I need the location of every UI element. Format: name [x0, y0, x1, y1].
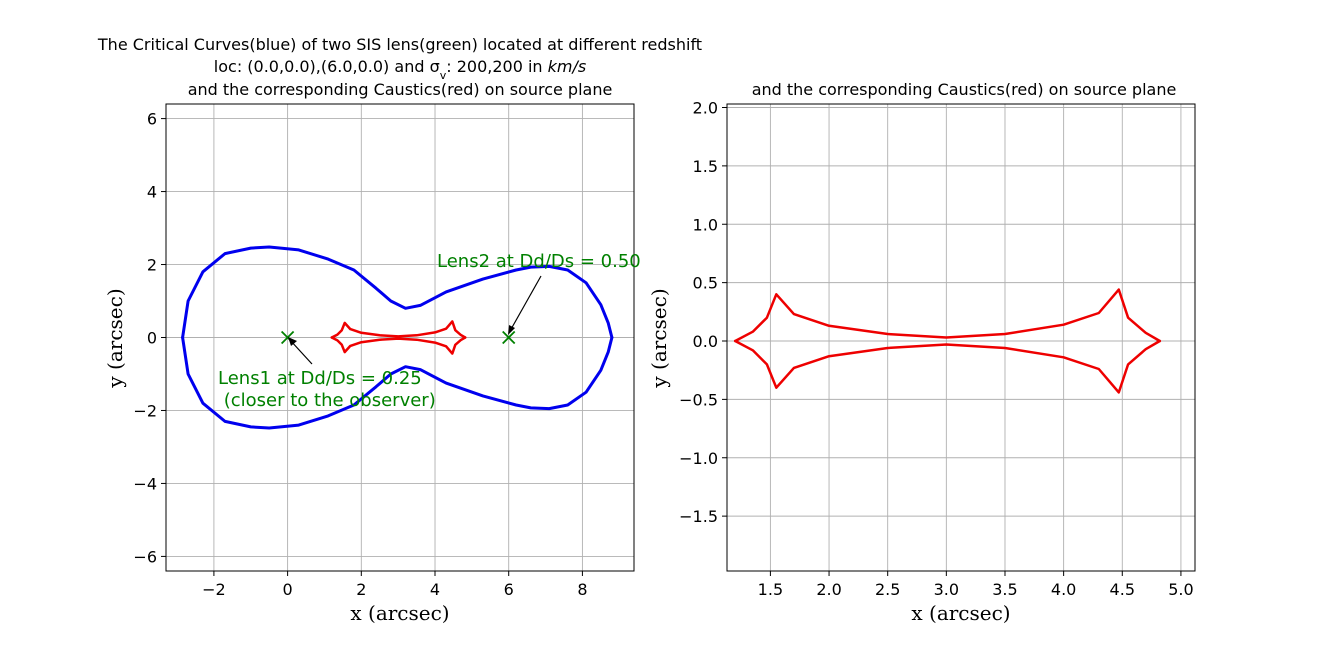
left-ytick-label: 2	[147, 256, 157, 275]
left-xtick-label: 8	[577, 580, 587, 599]
right-ytick-label: −1.0	[679, 449, 718, 468]
left-critical-curve-lower	[181, 336, 614, 430]
left-title-line2-sub: v	[440, 69, 447, 82]
lens2-label: Lens2 at Dd/Ds = 0.50	[437, 251, 641, 272]
right-xtick-label: 3.5	[992, 580, 1017, 599]
right-ytick-label: 0.5	[693, 274, 718, 293]
left-ticks: −2 0 2 4 6 8 −6 −4 −2 0 2 4 6	[133, 110, 587, 599]
left-ytick-label: 0	[147, 329, 157, 348]
left-caustic-lower	[330, 336, 467, 355]
right-grid	[727, 104, 1195, 571]
left-ytick-label: −6	[133, 547, 157, 566]
right-xtick-label: 4.5	[1110, 580, 1135, 599]
right-curves	[733, 288, 1162, 394]
right-ylabel: y (arcsec)	[647, 288, 671, 388]
lens1-arrow	[289, 339, 313, 365]
left-curves	[181, 245, 614, 430]
right-ytick-label: −0.5	[679, 390, 718, 409]
left-xtick-label: −2	[202, 580, 226, 599]
left-xtick-label: 2	[356, 580, 366, 599]
left-critical-curve-upper	[181, 245, 614, 339]
right-ytick-label: 0.0	[693, 332, 718, 351]
left-title-line2-units: km/s	[548, 57, 587, 76]
left-xtick-label: 6	[504, 580, 514, 599]
lens1-arrow-head	[288, 337, 297, 346]
right-caustic-lower	[733, 339, 1162, 394]
right-xtick-label: 3.0	[934, 580, 959, 599]
lens1-label-line2: (closer to the observer)	[218, 390, 436, 411]
left-title-line2: loc: (0.0,0.0),(6.0,0.0) and σv: 200,200…	[214, 57, 586, 82]
left-ytick-label: 4	[147, 183, 157, 202]
left-xtick-label: 0	[283, 580, 293, 599]
right-ytick-label: 2.0	[693, 99, 718, 118]
right-xtick-label: 2.5	[875, 580, 900, 599]
lens1-marker-b	[280, 330, 295, 345]
left-ytick-label: 6	[147, 110, 157, 129]
right-ytick-label: −1.5	[679, 507, 718, 526]
right-xlabel: x (arcsec)	[911, 601, 1010, 625]
right-ytick-label: 1.5	[693, 157, 718, 176]
left-xlabel: x (arcsec)	[350, 601, 449, 625]
right-ticks: 1.5 2.0 2.5 3.0 3.5 4.0 4.5 5.0 −1.5 −1.0 −0.5 0.0 0…	[679, 99, 1194, 599]
left-ytick-label: −2	[133, 401, 157, 420]
right-title: and the corresponding Caustics(red) on s…	[752, 80, 1177, 99]
right-ytick-label: 1.0	[693, 215, 718, 234]
lens2-marker-b	[502, 330, 516, 345]
left-title-line2-suffix: : 200,200 in	[446, 57, 547, 76]
right-xtick-label: 1.5	[758, 580, 783, 599]
right-caustic-upper	[733, 288, 1162, 343]
right-axes-frame	[726, 103, 1196, 572]
right-xtick-label: 4.0	[1051, 580, 1076, 599]
left-xtick-label: 4	[430, 580, 440, 599]
lens1-label: Lens1 at Dd/Ds = 0.25	[218, 368, 422, 389]
left-ytick-label: −4	[133, 474, 157, 493]
left-title-line2-main: loc: (0.0,0.0),(6.0,0.0) and σ	[214, 57, 440, 76]
left-title-line1: The Critical Curves(blue) of two SIS len…	[97, 35, 702, 54]
left-caustic-upper	[330, 320, 467, 339]
left-title-line3: and the corresponding Caustics(red) on s…	[188, 80, 613, 99]
right-xtick-label: 5.0	[1168, 580, 1193, 599]
left-axes-frame	[165, 103, 635, 572]
lens2-arrow-head	[508, 325, 515, 335]
lens2-arrow	[509, 275, 542, 332]
right-xtick-label: 2.0	[816, 580, 841, 599]
left-ylabel: y (arcsec)	[103, 288, 127, 388]
